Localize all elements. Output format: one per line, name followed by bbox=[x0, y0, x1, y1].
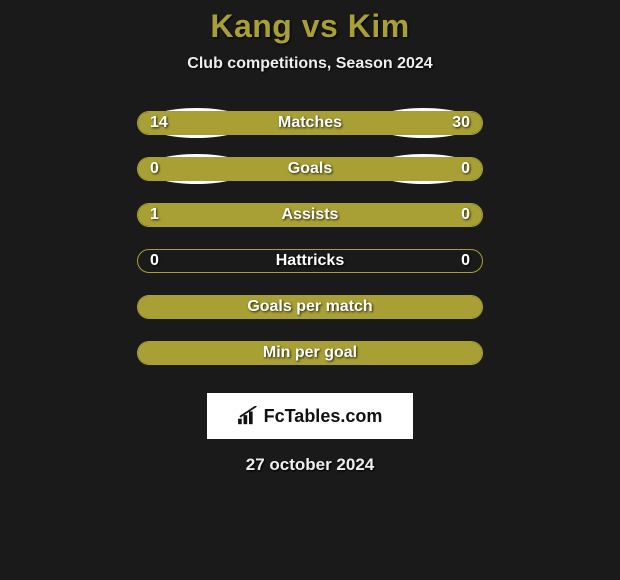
stat-value-right: 30 bbox=[452, 112, 470, 134]
watermark-text: FcTables.com bbox=[264, 406, 383, 427]
stat-row: Assists1 0 bbox=[137, 203, 483, 227]
chart-icon bbox=[238, 406, 260, 426]
stat-row: Min per goal bbox=[137, 341, 483, 365]
stat-bar: Matches14 30 bbox=[137, 111, 483, 135]
stat-row: Goals per match bbox=[137, 295, 483, 319]
stat-label: Min per goal bbox=[138, 342, 482, 364]
date-text: 27 october 2024 bbox=[246, 455, 375, 475]
stat-label: Assists bbox=[138, 204, 482, 226]
stat-value-right: 0 bbox=[461, 204, 470, 226]
stat-bar: Min per goal bbox=[137, 341, 483, 365]
stat-bar: Goals0 0 bbox=[137, 157, 483, 181]
stat-value-right: 0 bbox=[461, 250, 470, 272]
stat-row: Goals0 0 bbox=[137, 157, 483, 181]
stat-value-left: 0 bbox=[150, 250, 159, 272]
stat-bar: Goals per match bbox=[137, 295, 483, 319]
stat-value-left: 0 bbox=[150, 158, 159, 180]
stat-bar: Assists1 0 bbox=[137, 203, 483, 227]
subtitle: Club competitions, Season 2024 bbox=[187, 55, 432, 73]
stat-label: Goals per match bbox=[138, 296, 482, 318]
stat-label: Matches bbox=[138, 112, 482, 134]
stat-value-left: 14 bbox=[150, 112, 168, 134]
stat-bar: Hattricks0 0 bbox=[137, 249, 483, 273]
stat-value-right: 0 bbox=[461, 158, 470, 180]
stat-row: Matches14 30 bbox=[137, 111, 483, 135]
stat-label: Hattricks bbox=[138, 250, 482, 272]
stat-value-left: 1 bbox=[150, 204, 159, 226]
stat-row: Hattricks0 0 bbox=[137, 249, 483, 273]
page-title: Kang vs Kim bbox=[210, 8, 409, 45]
watermark: FcTables.com bbox=[207, 393, 413, 439]
stat-label: Goals bbox=[138, 158, 482, 180]
